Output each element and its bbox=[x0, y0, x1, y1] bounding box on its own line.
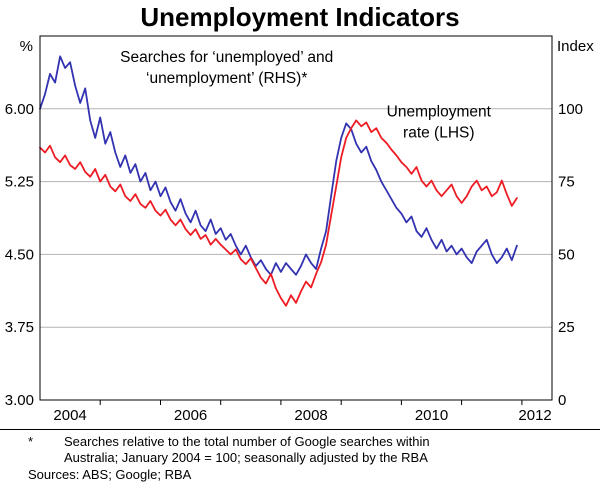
right-axis-tick-label: 100 bbox=[558, 101, 583, 118]
annotation-searches-label-line1: Searches for ‘unemployed’ and bbox=[120, 49, 333, 66]
x-axis-tick-label: 2010 bbox=[415, 407, 448, 424]
x-axis-tick-label: 2008 bbox=[294, 407, 327, 424]
x-axis-tick-label: 2012 bbox=[518, 407, 551, 424]
right-axis-tick-label: 75 bbox=[558, 174, 575, 191]
right-axis-tick-label: 0 bbox=[558, 392, 566, 409]
sources-line: Sources: ABS; Google; RBA bbox=[28, 467, 192, 482]
footnote-marker: * bbox=[28, 434, 33, 449]
left-axis-tick-label: 3.75 bbox=[5, 319, 34, 336]
x-axis-tick-label: 2004 bbox=[53, 407, 86, 424]
left-axis-tick-label: 3.00 bbox=[5, 392, 34, 409]
annotation-searches-label-line2: ‘unemployment’ (RHS)* bbox=[146, 70, 307, 87]
x-axis-tick-label: 2006 bbox=[174, 407, 207, 424]
right-axis-tick-label: 50 bbox=[558, 246, 575, 263]
left-axis-tick-label: 4.50 bbox=[5, 246, 34, 263]
footnote-line2: Australia; January 2004 = 100; seasonall… bbox=[64, 450, 428, 465]
series-line-google-searches bbox=[39, 55, 518, 276]
chart-title: Unemployment Indicators bbox=[140, 2, 459, 32]
left-axis-tick-label: 5.25 bbox=[5, 174, 34, 191]
right-axis-unit-label: Index bbox=[557, 38, 594, 55]
annotation-unemployment-label-line2: rate (LHS) bbox=[403, 125, 475, 142]
plot-frame bbox=[39, 35, 553, 401]
right-axis-tick-label: 25 bbox=[558, 319, 575, 336]
footnote-line1: Searches relative to the total number of… bbox=[64, 434, 430, 449]
plot-group: 3.00 3.75 4.50 5.25 6.00 0 25 50 75 100 2004 2006 20… bbox=[5, 35, 583, 424]
series-line-unemployment-rate bbox=[39, 119, 518, 307]
left-axis-tick-label: 6.00 bbox=[5, 101, 34, 118]
left-axis-unit-label: % bbox=[20, 38, 33, 55]
annotation-unemployment-label-line1: Unemployment bbox=[387, 104, 492, 121]
